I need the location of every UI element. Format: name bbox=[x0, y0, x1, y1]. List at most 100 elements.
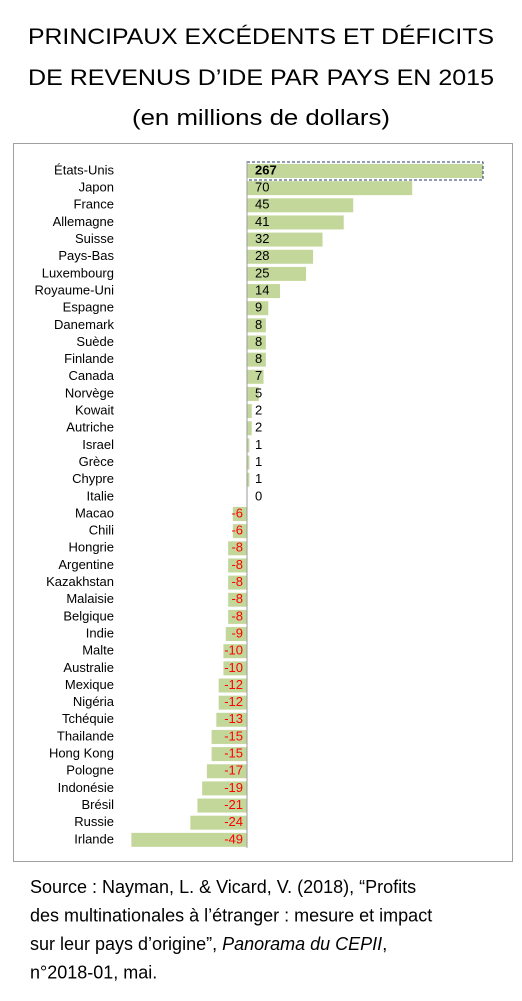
chart-title: DE REVENUS D’IDE PAR PAYS EN 2015 bbox=[28, 65, 494, 90]
data-label: 41 bbox=[255, 214, 269, 229]
bar bbox=[247, 335, 266, 350]
y-tick-label: Royaume-Uni bbox=[35, 282, 115, 297]
data-label: -8 bbox=[231, 557, 243, 572]
y-tick-label: Danemark bbox=[54, 317, 114, 332]
bar bbox=[202, 781, 247, 796]
bar bbox=[216, 712, 247, 727]
data-label: -8 bbox=[231, 591, 243, 606]
data-label: 1 bbox=[255, 471, 262, 486]
y-tick-label: Indonésie bbox=[58, 780, 114, 795]
bar bbox=[131, 832, 247, 847]
y-tick-label: Allemagne bbox=[53, 214, 114, 229]
bar bbox=[232, 507, 247, 521]
source-note: sur leur pays d’origine”, Panorama du CE… bbox=[30, 934, 387, 954]
data-label: 14 bbox=[255, 282, 269, 297]
y-tick-label: Irlande bbox=[74, 831, 114, 846]
y-tick-label: Autriche bbox=[66, 420, 114, 435]
bar bbox=[228, 541, 247, 556]
source-text: Panorama du CEPII bbox=[222, 934, 382, 954]
data-label: -10 bbox=[224, 643, 243, 658]
y-tick-label: Espagne bbox=[63, 300, 114, 315]
data-label: -21 bbox=[224, 797, 243, 812]
y-tick-label: Finlande bbox=[64, 351, 114, 366]
bar bbox=[247, 232, 323, 247]
y-tick-label: Grèce bbox=[79, 454, 114, 469]
y-tick-label: Nigéria bbox=[73, 694, 115, 709]
bar bbox=[228, 558, 247, 573]
bar bbox=[232, 524, 247, 539]
data-label: -15 bbox=[224, 746, 243, 761]
data-label: -8 bbox=[231, 540, 243, 555]
data-label: -8 bbox=[231, 608, 243, 623]
data-label: 32 bbox=[255, 231, 269, 246]
bar bbox=[247, 164, 483, 178]
data-label: -13 bbox=[224, 711, 243, 726]
y-tick-label: Indie bbox=[86, 625, 114, 640]
bar bbox=[247, 181, 413, 196]
data-label: -12 bbox=[224, 677, 243, 692]
source-text: , bbox=[382, 934, 387, 954]
bar bbox=[247, 438, 250, 453]
data-label: 45 bbox=[255, 197, 269, 212]
data-label: 1 bbox=[255, 454, 262, 469]
data-label: -8 bbox=[231, 574, 243, 589]
bar bbox=[247, 284, 281, 299]
data-label: 1 bbox=[255, 437, 262, 452]
data-label: 2 bbox=[255, 403, 262, 418]
bar bbox=[190, 815, 247, 830]
bar-break-outline bbox=[246, 161, 484, 181]
bar bbox=[218, 695, 247, 710]
data-label: 8 bbox=[255, 334, 262, 349]
y-tick-label: Pologne bbox=[66, 763, 114, 778]
data-label: -49 bbox=[224, 831, 243, 846]
data-label: 9 bbox=[255, 300, 262, 315]
y-tick-label: Japon bbox=[79, 180, 114, 195]
y-tick-label: Brésil bbox=[81, 797, 114, 812]
bar bbox=[228, 575, 247, 590]
bar bbox=[247, 301, 269, 316]
data-label: -24 bbox=[224, 814, 243, 829]
bar bbox=[223, 661, 247, 676]
y-tick-label: Pays-Bas bbox=[58, 248, 114, 263]
bar bbox=[228, 609, 247, 624]
data-label: -6 bbox=[231, 523, 243, 538]
data-label: -9 bbox=[231, 625, 243, 640]
bar bbox=[211, 729, 247, 744]
bar bbox=[247, 455, 250, 470]
y-tick-label: Malaisie bbox=[66, 591, 114, 606]
data-label: 70 bbox=[255, 180, 269, 195]
data-label: 8 bbox=[255, 351, 262, 366]
bar bbox=[197, 798, 247, 813]
y-tick-label: Hongrie bbox=[68, 540, 114, 555]
data-label: -15 bbox=[224, 728, 243, 743]
data-label: -6 bbox=[231, 505, 243, 520]
data-label: 0 bbox=[255, 488, 262, 503]
y-tick-label: Canada bbox=[68, 368, 114, 383]
chart-frame bbox=[13, 143, 513, 862]
data-label: -17 bbox=[224, 763, 243, 778]
y-tick-label: Kazakhstan bbox=[46, 574, 114, 589]
data-label: 2 bbox=[255, 420, 262, 435]
bar bbox=[228, 592, 247, 607]
y-tick-label: Thailande bbox=[57, 728, 114, 743]
data-label: -12 bbox=[224, 694, 243, 709]
source-text: sur leur pays d’origine”, bbox=[30, 934, 222, 954]
source-text: des multinationales à l’étranger : mesur… bbox=[30, 905, 432, 925]
source-text: n°2018-01, mai. bbox=[30, 962, 157, 982]
data-label: -19 bbox=[224, 780, 243, 795]
source-note: des multinationales à l’étranger : mesur… bbox=[30, 905, 432, 925]
bar bbox=[206, 764, 247, 779]
y-tick-label: Norvège bbox=[65, 385, 114, 400]
source-note: n°2018-01, mai. bbox=[30, 962, 157, 982]
data-label: 28 bbox=[255, 248, 269, 263]
data-label: 25 bbox=[255, 265, 269, 280]
bar bbox=[247, 249, 314, 264]
bar bbox=[223, 644, 247, 659]
bar bbox=[225, 627, 247, 642]
y-tick-label: Tchéquie bbox=[62, 711, 114, 726]
y-tick-label: Argentine bbox=[58, 557, 114, 572]
bar bbox=[211, 747, 247, 762]
source-text: Source : Nayman, L. & Vicard, V. (2018),… bbox=[30, 877, 416, 897]
